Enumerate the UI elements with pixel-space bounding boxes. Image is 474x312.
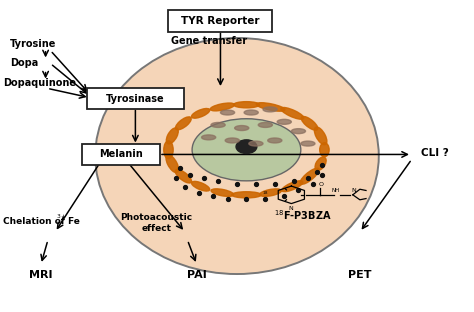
- Text: $^{18}$F-P3BZA: $^{18}$F-P3BZA: [274, 208, 332, 222]
- Text: O: O: [319, 182, 324, 187]
- Text: PET: PET: [348, 270, 372, 280]
- Ellipse shape: [166, 155, 179, 173]
- Ellipse shape: [201, 135, 216, 140]
- Text: Melanin: Melanin: [100, 149, 143, 159]
- Ellipse shape: [282, 181, 303, 192]
- Text: Photoacoustic
effect: Photoacoustic effect: [120, 213, 193, 233]
- Text: CLI ?: CLI ?: [421, 148, 449, 158]
- Text: PAI: PAI: [187, 270, 207, 280]
- Text: Dopaquinone: Dopaquinone: [3, 78, 76, 88]
- Ellipse shape: [314, 127, 327, 145]
- Ellipse shape: [210, 103, 235, 111]
- Ellipse shape: [319, 143, 329, 157]
- Ellipse shape: [277, 119, 292, 124]
- Ellipse shape: [292, 129, 306, 134]
- Ellipse shape: [235, 125, 249, 130]
- Text: TYR Reporter: TYR Reporter: [181, 16, 260, 26]
- Ellipse shape: [191, 109, 210, 118]
- Ellipse shape: [256, 103, 285, 111]
- Ellipse shape: [244, 110, 258, 115]
- Ellipse shape: [301, 116, 318, 130]
- Ellipse shape: [258, 122, 273, 127]
- FancyBboxPatch shape: [168, 10, 273, 32]
- Ellipse shape: [263, 107, 277, 112]
- Ellipse shape: [225, 138, 239, 143]
- Text: N: N: [352, 188, 356, 193]
- Text: $^{18}$: $^{18}$: [262, 191, 269, 196]
- Ellipse shape: [260, 189, 282, 196]
- FancyBboxPatch shape: [87, 88, 184, 109]
- Text: Dopa: Dopa: [10, 58, 38, 68]
- Ellipse shape: [211, 189, 234, 197]
- Ellipse shape: [220, 110, 235, 115]
- Text: NH: NH: [332, 188, 340, 193]
- Ellipse shape: [164, 141, 173, 159]
- Ellipse shape: [281, 107, 304, 119]
- Ellipse shape: [300, 168, 319, 184]
- Text: N: N: [289, 206, 293, 211]
- Ellipse shape: [175, 117, 191, 130]
- Ellipse shape: [192, 119, 301, 181]
- Text: Gene transfer: Gene transfer: [171, 36, 247, 46]
- Ellipse shape: [232, 192, 261, 198]
- Ellipse shape: [249, 141, 263, 146]
- Ellipse shape: [95, 38, 379, 274]
- Text: MRI: MRI: [29, 270, 53, 280]
- Text: Tyrosine: Tyrosine: [10, 39, 56, 49]
- Circle shape: [236, 140, 257, 154]
- Text: Chelation of Fe: Chelation of Fe: [3, 217, 80, 226]
- Ellipse shape: [268, 138, 282, 143]
- Ellipse shape: [211, 122, 225, 127]
- FancyBboxPatch shape: [82, 144, 160, 164]
- Text: $^{3+}$: $^{3+}$: [56, 214, 68, 223]
- Text: Tyrosinase: Tyrosinase: [106, 94, 164, 104]
- Ellipse shape: [191, 181, 210, 191]
- Ellipse shape: [315, 157, 326, 170]
- Ellipse shape: [175, 169, 191, 183]
- Ellipse shape: [234, 102, 259, 108]
- Ellipse shape: [301, 141, 315, 146]
- Ellipse shape: [166, 128, 178, 144]
